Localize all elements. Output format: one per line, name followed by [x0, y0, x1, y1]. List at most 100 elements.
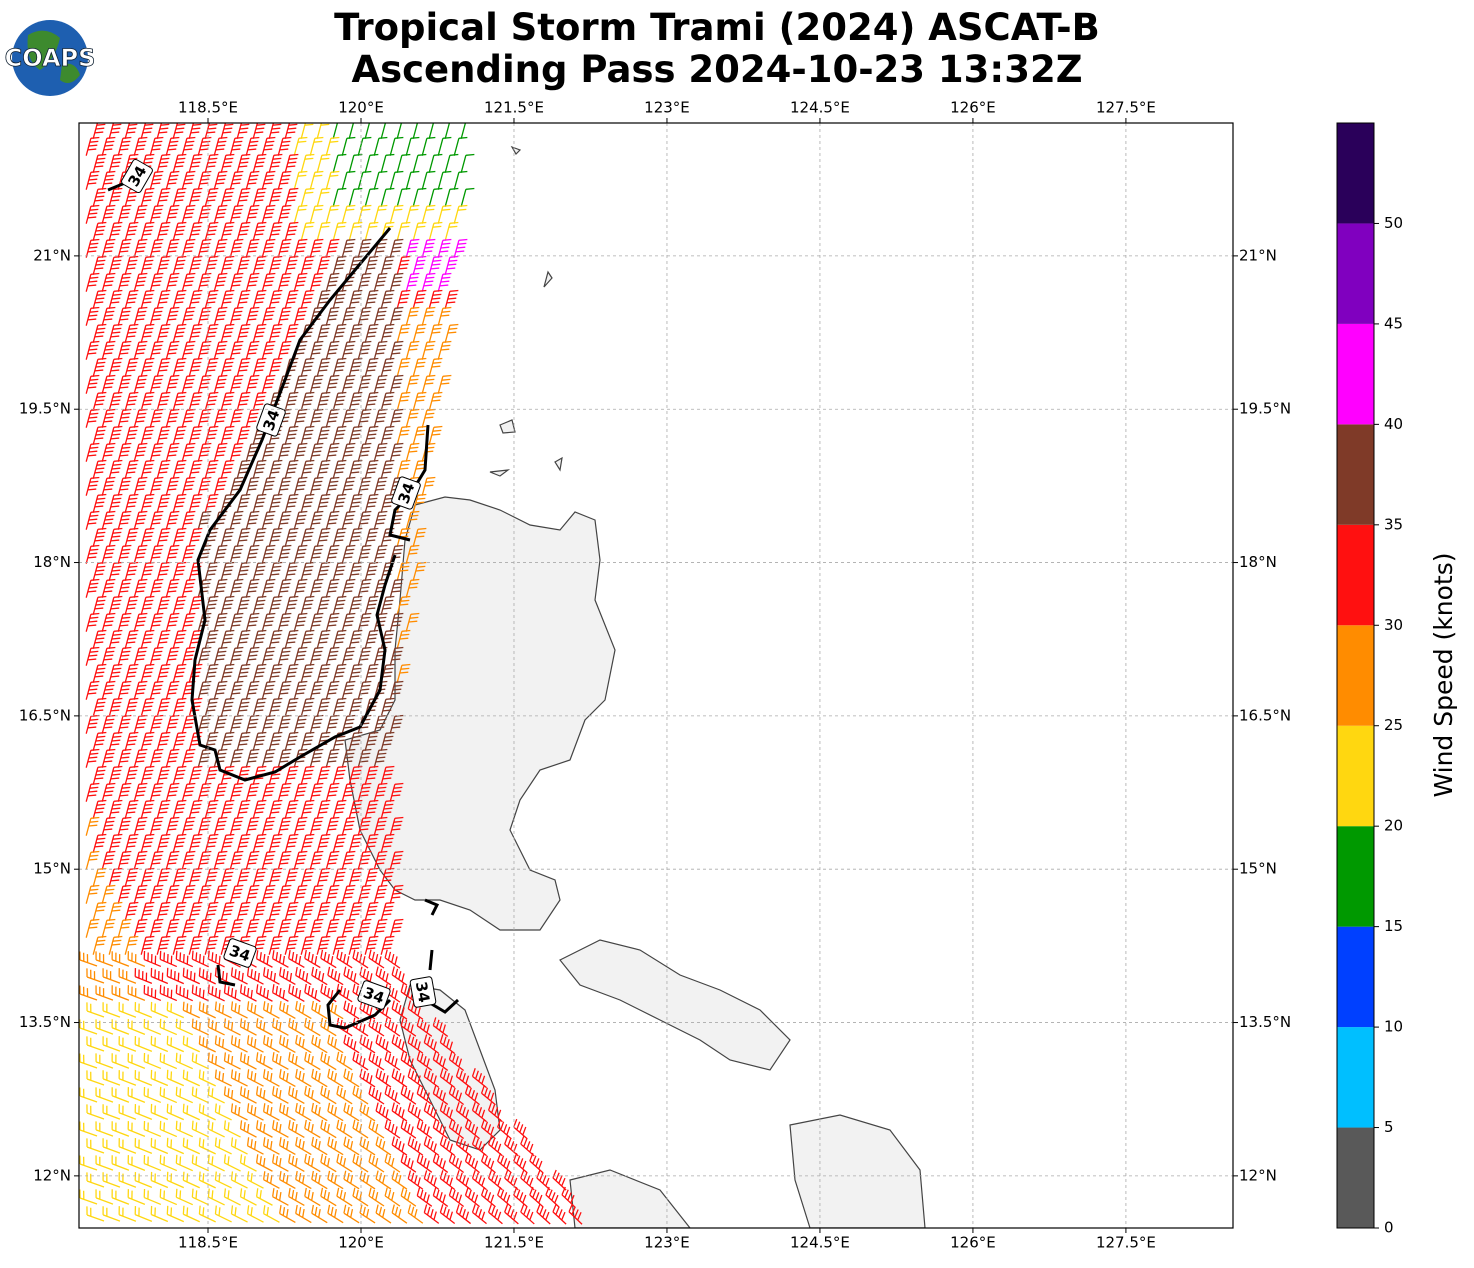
- wind-barb: [204, 731, 219, 751]
- wind-barb: [255, 950, 273, 968]
- wind-barb: [229, 238, 244, 258]
- wind-barb: [197, 306, 212, 326]
- wind-barb: [380, 833, 395, 853]
- wind-barb: [149, 680, 164, 700]
- wind-barb: [421, 238, 436, 258]
- wind-barb: [118, 968, 137, 984]
- wind-barb: [134, 968, 153, 984]
- wind-barb: [284, 663, 299, 683]
- wind-barb: [389, 918, 404, 938]
- wind-barb: [92, 595, 107, 615]
- wind-barb: [359, 1034, 376, 1054]
- wind-barb: [295, 1204, 312, 1224]
- wind-barb: [288, 1153, 305, 1173]
- wind-barb: [444, 255, 459, 275]
- wind-barb: [341, 646, 356, 666]
- x-tick-label: 118.5°E: [178, 1234, 238, 1252]
- wind-barb: [352, 949, 369, 969]
- wind-barb: [191, 950, 209, 968]
- wind-barb: [92, 697, 107, 717]
- wind-barb: [279, 1171, 296, 1189]
- wind-barb: [252, 323, 267, 343]
- wind-barb: [487, 1169, 503, 1191]
- wind-barb: [92, 561, 107, 581]
- wind-barb: [101, 340, 116, 360]
- wind-barb: [300, 153, 315, 173]
- wind-barb: [416, 1153, 433, 1173]
- wind-barb: [268, 799, 283, 819]
- wind-barb: [255, 1052, 273, 1070]
- wind-barb: [300, 561, 315, 581]
- wind-barb: [343, 1000, 360, 1020]
- wind-barb: [412, 459, 427, 479]
- wind-barb: [389, 340, 404, 360]
- wind-barb: [108, 323, 123, 343]
- wind-barb: [85, 204, 100, 224]
- wind-barb: [229, 782, 244, 802]
- wind-barb: [428, 123, 443, 139]
- wind-barb: [236, 663, 251, 683]
- wind-barb: [268, 663, 283, 683]
- wind-barb: [341, 238, 356, 258]
- wind-barb: [405, 408, 420, 428]
- wind-barb: [124, 357, 139, 377]
- contour-label: 34: [357, 980, 391, 1010]
- wind-barb: [368, 1153, 385, 1173]
- wind-barb: [117, 442, 132, 462]
- wind-barb: [293, 850, 308, 870]
- wind-barb: [165, 170, 180, 190]
- colorbar-tick-label: 35: [1384, 515, 1403, 533]
- wind-barb: [341, 782, 356, 802]
- wind-barb: [197, 918, 212, 938]
- colorbar-segment: [1337, 1127, 1374, 1228]
- wind-barb: [309, 884, 324, 904]
- wind-barb: [111, 951, 130, 967]
- wind-barb: [150, 967, 169, 985]
- wind-barb: [85, 476, 100, 496]
- wind-barb: [117, 782, 132, 802]
- wind-barb: [277, 170, 292, 190]
- wind-barb: [504, 1135, 519, 1157]
- wind-barb: [220, 833, 235, 853]
- wind-barb: [412, 323, 427, 343]
- wind-barb: [405, 374, 420, 394]
- wind-barb: [400, 1051, 417, 1071]
- wind-barb: [348, 391, 363, 411]
- wind-barb: [181, 612, 196, 632]
- wind-barb: [277, 544, 292, 564]
- wind-barb: [341, 884, 356, 904]
- wind-barb: [412, 221, 427, 241]
- wind-barb: [268, 901, 283, 921]
- wind-barb: [85, 680, 100, 700]
- wind-barb: [124, 629, 139, 649]
- wind-barb: [86, 1138, 105, 1154]
- wind-barb: [149, 748, 164, 768]
- wind-barb: [368, 1187, 385, 1207]
- wind-barb: [357, 646, 372, 666]
- luzon: [344, 496, 616, 931]
- wind-barb: [293, 136, 308, 156]
- wind-barb: [423, 1034, 440, 1054]
- wind-barb: [277, 918, 292, 938]
- wind-barb: [453, 238, 468, 258]
- wind-barb: [348, 221, 363, 241]
- wind-barb: [327, 1068, 344, 1088]
- wind-barb: [133, 884, 148, 904]
- wind-barb: [127, 1019, 146, 1035]
- wind-barb: [117, 612, 132, 632]
- wind-barb: [108, 527, 123, 547]
- wind-barb: [309, 442, 324, 462]
- wind-barb: [261, 306, 276, 326]
- wind-barb: [236, 187, 251, 207]
- wind-barb: [261, 646, 276, 666]
- wind-barb: [421, 340, 436, 360]
- wind-barb: [236, 799, 251, 819]
- wind-barb: [380, 289, 395, 309]
- wind-barb: [156, 123, 171, 139]
- wind-barb: [188, 323, 203, 343]
- wind-barb: [300, 799, 315, 819]
- wind-barb: [181, 578, 196, 598]
- wind-barb: [364, 493, 379, 513]
- wind-barb: [117, 918, 132, 938]
- wind-barb: [124, 221, 139, 241]
